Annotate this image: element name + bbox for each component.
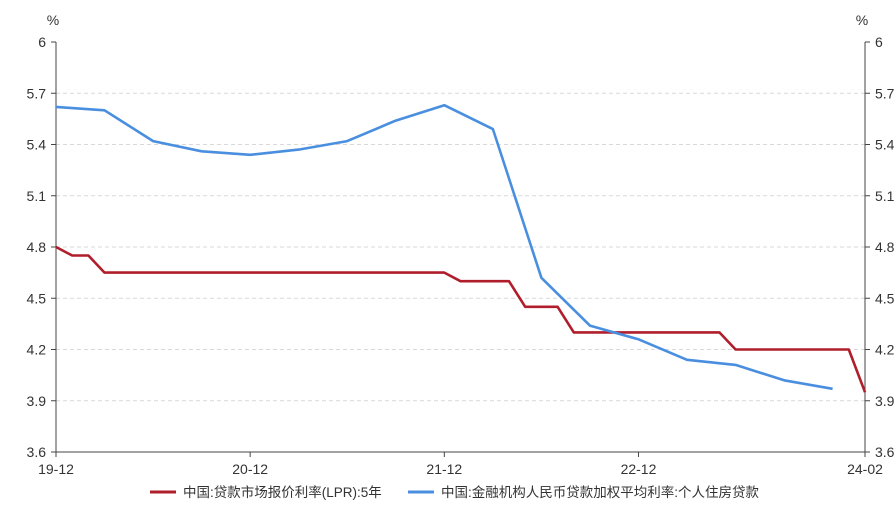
left-tick-label: 6 <box>38 34 46 50</box>
series-line-1 <box>55 245 867 393</box>
gridlines <box>56 92 865 402</box>
right-tick-label: 5.1 <box>875 188 894 204</box>
right-tick-label: 3.9 <box>875 393 894 409</box>
legend-label-1: 中国:贷款市场报价利率(LPR):5年 <box>183 484 382 500</box>
right-tick-label: 3.6 <box>875 444 894 460</box>
right-tick-label: 4.8 <box>875 239 894 255</box>
left-axis-unit: % <box>47 12 59 28</box>
x-tick-label: 22-12 <box>621 461 657 477</box>
left-tick-label: 5.1 <box>27 188 47 204</box>
x-tick-label: 21-12 <box>426 461 462 477</box>
right-tick-label: 5.4 <box>875 137 894 153</box>
x-tick-label: 20-12 <box>232 461 268 477</box>
x-tick-label: 19-12 <box>38 461 74 477</box>
legend: 中国:贷款市场报价利率(LPR):5年 中国:金融机构人民币贷款加权平均利率:个人… <box>150 484 760 500</box>
left-tick-label: 3.9 <box>27 393 47 409</box>
legend-label-2: 中国:金融机构人民币贷款加权平均利率:个人住房贷款 <box>441 484 760 500</box>
left-tick-label: 5.4 <box>27 137 47 153</box>
right-tick-label: 6 <box>875 34 883 50</box>
left-tick-label: 4.8 <box>27 239 47 255</box>
left-tick-label: 4.5 <box>27 290 47 306</box>
series-lines <box>55 103 867 393</box>
axes: 3.6 3.6 3.9 3.9 4.2 4.2 4.5 4.5 4.8 4.8 5.1 5.1 5.4 5… <box>27 34 894 477</box>
series-line-2 <box>55 103 833 391</box>
right-tick-label: 4.5 <box>875 290 894 306</box>
left-tick-label: 3.6 <box>27 444 47 460</box>
left-tick-label: 5.7 <box>27 85 47 101</box>
right-tick-label: 5.7 <box>875 85 894 101</box>
right-axis-unit: % <box>856 12 868 28</box>
right-tick-label: 4.2 <box>875 342 894 358</box>
left-tick-label: 4.2 <box>27 342 47 358</box>
x-tick-label: 24-02 <box>847 461 883 477</box>
